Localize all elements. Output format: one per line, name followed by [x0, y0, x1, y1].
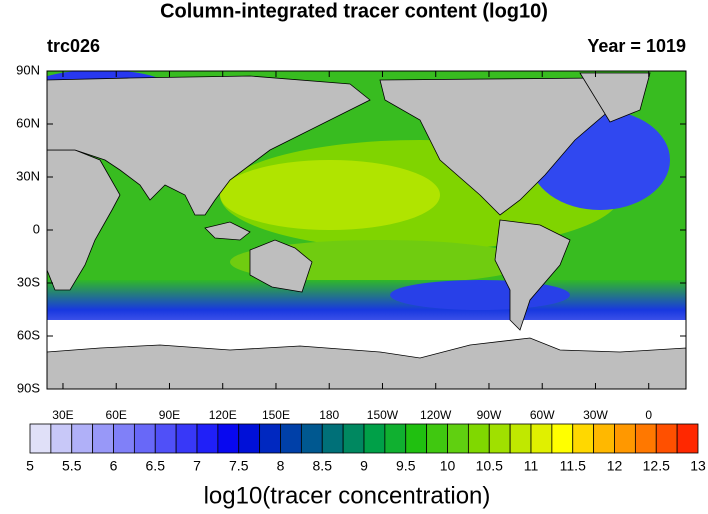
lon-label: 60E — [106, 408, 127, 422]
colorbar-label: 6 — [110, 458, 118, 474]
colorbar-box — [300, 423, 323, 454]
colorbar-label: 12 — [607, 458, 623, 474]
colorbar-label: 9 — [360, 458, 368, 474]
colorbar-label: 11 — [524, 458, 539, 474]
lon-label: 120W — [420, 408, 452, 422]
lon-label: 90E — [159, 408, 180, 422]
colorbar-box — [71, 423, 94, 454]
colorbar-box — [384, 423, 407, 454]
map — [47, 71, 686, 389]
lat-label: 0 — [33, 221, 40, 236]
colorbar-box — [196, 423, 219, 454]
colorbar-box — [113, 423, 135, 454]
colorbar-label: 11.5 — [560, 458, 586, 474]
colorbar-box — [92, 423, 114, 454]
colorbar-title: log10(tracer concentration) — [204, 482, 491, 509]
title: Column-integrated tracer content (log10) — [160, 0, 548, 22]
colorbar-box — [572, 423, 595, 454]
colorbar-box — [530, 423, 553, 454]
australia — [249, 239, 313, 293]
colorbar-box — [50, 423, 73, 454]
lon-label: 90W — [477, 408, 502, 422]
lat-label: 90S — [17, 380, 40, 395]
colorbar-label: 6.5 — [146, 458, 166, 474]
colorbar-box — [593, 423, 615, 454]
lat-label: 90N — [16, 62, 40, 77]
lon-label: 150E — [262, 408, 290, 422]
south-america — [494, 219, 571, 331]
colorbar-box — [655, 423, 678, 454]
colorbar-label: 5 — [26, 458, 34, 474]
colorbar-label: 10 — [440, 458, 456, 474]
colorbar-box — [217, 423, 240, 454]
colorbar-label: 5.5 — [62, 458, 82, 474]
antarctica — [47, 337, 686, 389]
colorbar-box — [133, 423, 156, 454]
ocean-field — [220, 160, 440, 230]
greenland — [579, 72, 651, 123]
lon-label: 150W — [367, 408, 399, 422]
colorbar-label: 12.5 — [643, 458, 670, 474]
right-string: Year = 1019 — [587, 36, 686, 56]
eurasia — [47, 75, 371, 216]
lat-label: 60S — [17, 327, 40, 342]
lat-label: 30S — [17, 274, 40, 289]
lat-label: 30N — [16, 168, 40, 183]
colorbar-label: 10.5 — [476, 458, 503, 474]
left-string: trc026 — [47, 36, 100, 56]
lon-label: 30W — [583, 408, 608, 422]
lon-label: 60W — [530, 408, 555, 422]
colorbar-box — [426, 423, 448, 454]
colorbar-box — [467, 423, 490, 454]
colorbar-box — [259, 423, 281, 454]
colorbar-box — [342, 423, 365, 454]
indonesia — [204, 221, 251, 241]
colorbar-box — [551, 423, 574, 454]
colorbar-box — [614, 423, 636, 454]
colorbar-label: 8 — [277, 458, 285, 474]
colorbar-box — [238, 423, 261, 454]
lon-label: 120E — [209, 408, 237, 422]
colorbar-label: 8.5 — [313, 458, 333, 474]
colorbar-box — [321, 423, 344, 454]
colorbar-box — [363, 423, 386, 454]
colorbar-box — [509, 423, 532, 454]
colorbar-box — [634, 423, 657, 454]
colorbar-box — [676, 423, 699, 454]
colorbar-box — [29, 423, 52, 454]
colorbar-box — [447, 423, 469, 454]
colorbar-label: 13 — [690, 458, 706, 474]
colorbar-label: 9.5 — [396, 458, 416, 474]
lon-label: 30E — [52, 408, 73, 422]
colorbar-box — [154, 423, 177, 454]
colorbar-box — [175, 423, 198, 454]
colorbar-box — [405, 423, 428, 454]
lon-label: 0 — [645, 408, 652, 422]
lon-label: 180 — [319, 408, 339, 422]
colorbar-label: 7.5 — [229, 458, 249, 474]
lat-label: 60N — [16, 115, 40, 130]
colorbar-label: 7 — [193, 458, 201, 474]
colorbar-box — [488, 423, 511, 454]
colorbar-box — [280, 423, 302, 454]
